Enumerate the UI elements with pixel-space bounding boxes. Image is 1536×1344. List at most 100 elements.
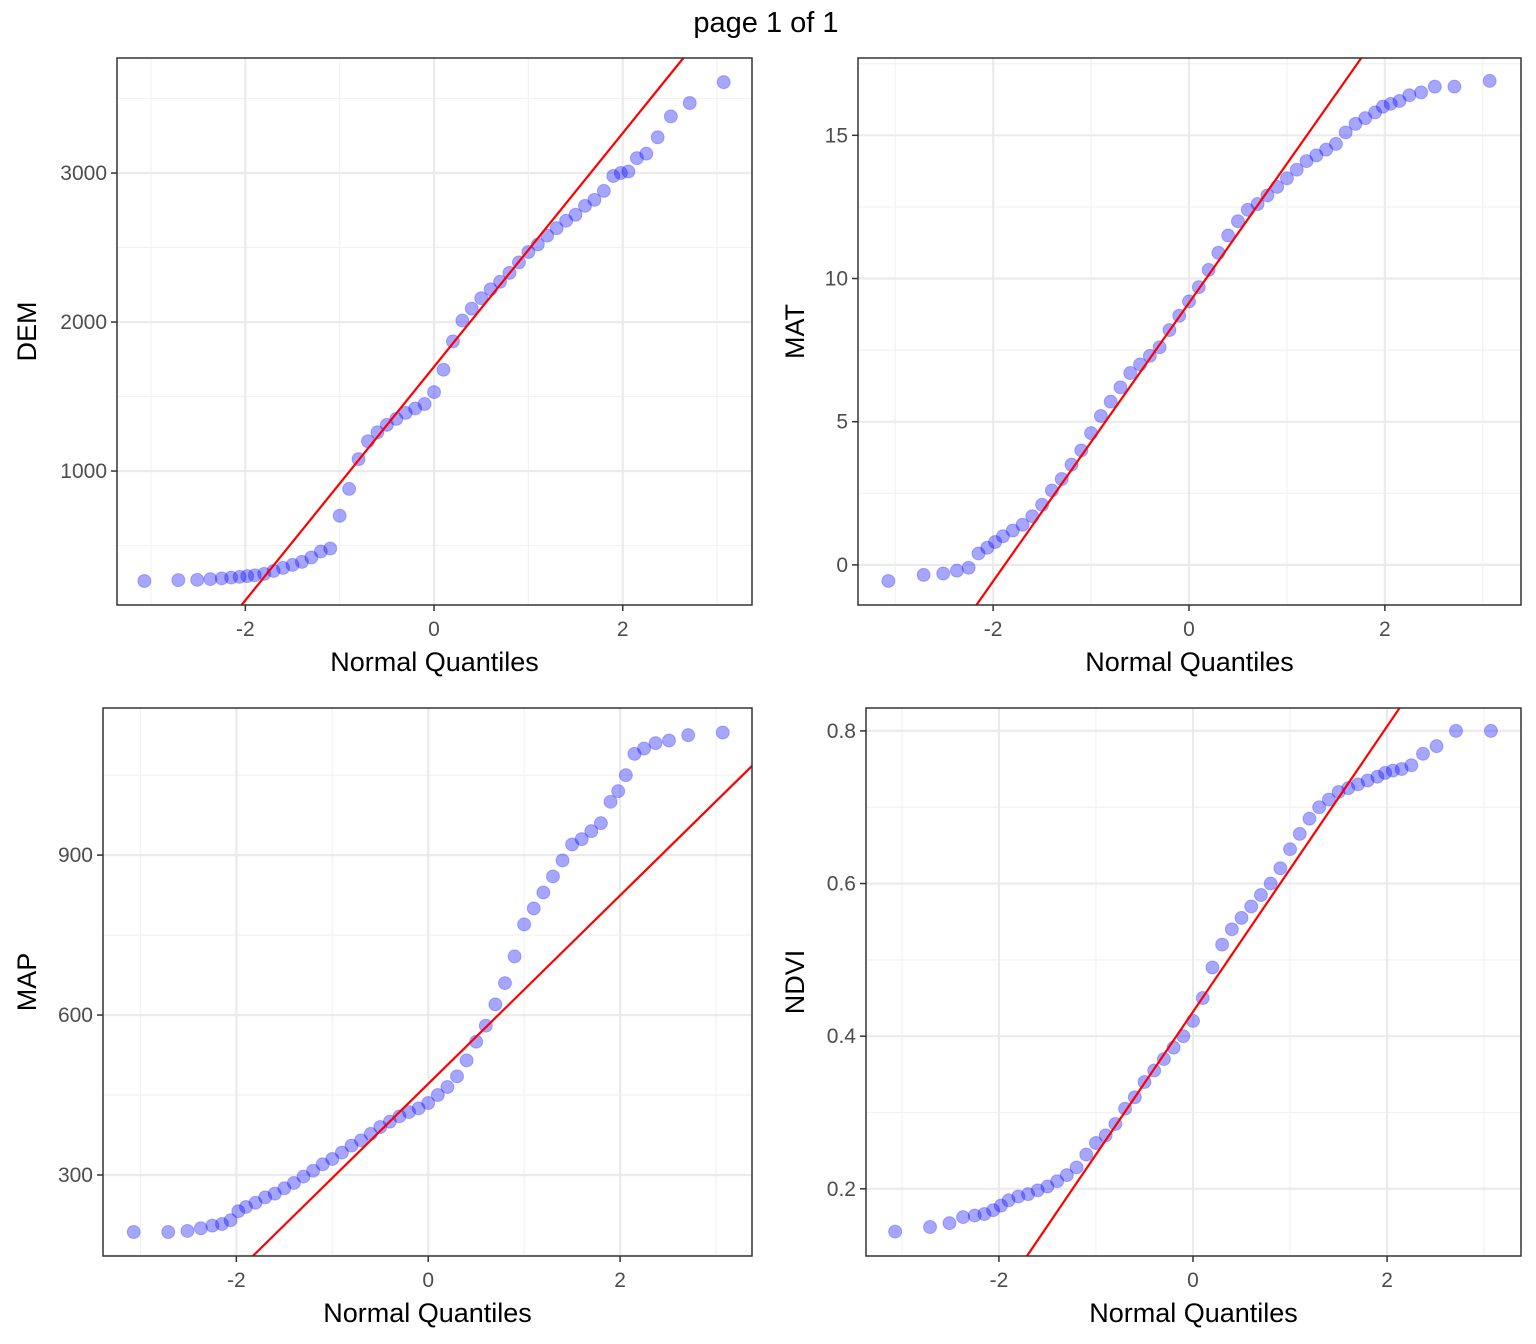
data-point — [621, 164, 636, 179]
x-tick-label: 2 — [1379, 618, 1391, 641]
data-point — [1447, 79, 1462, 94]
data-point — [1483, 723, 1498, 738]
data-point — [1050, 1174, 1065, 1189]
data-point — [258, 1190, 273, 1205]
y-axis-title: MAP — [12, 953, 42, 1012]
data-point — [977, 1207, 992, 1222]
data-point — [224, 570, 239, 585]
data-point — [1392, 93, 1407, 108]
x-tick-label: -2 — [236, 618, 255, 641]
data-point — [1312, 800, 1327, 815]
data-point — [1404, 758, 1419, 773]
data-point — [171, 573, 186, 588]
data-point — [497, 976, 512, 991]
data-point — [398, 405, 413, 420]
data-point — [980, 540, 995, 555]
data-point — [1319, 142, 1334, 157]
data-point — [1273, 861, 1288, 876]
data-point — [1005, 523, 1020, 538]
qq-panel-ndvi: -2 0 2 0.2 0.4 0.6 0.8 Normal Quantiles NDVI — [780, 707, 1522, 1328]
data-point — [161, 1225, 176, 1240]
data-point — [190, 572, 205, 587]
data-point — [545, 869, 560, 884]
data-point — [1427, 79, 1442, 94]
data-point — [716, 75, 731, 90]
y-tick-label: 0.6 — [827, 873, 856, 896]
points-group — [137, 75, 731, 589]
data-point — [1113, 380, 1128, 395]
data-point — [577, 198, 592, 213]
data-point — [971, 546, 986, 561]
data-point — [231, 1204, 246, 1219]
data-point — [408, 401, 423, 416]
data-point — [1414, 85, 1429, 100]
data-point — [1260, 188, 1275, 203]
x-tick-label: 0 — [1187, 1269, 1199, 1292]
data-point — [507, 949, 522, 964]
x-axis-title: Normal Quantiles — [323, 1298, 532, 1328]
y-tick-label: 900 — [58, 844, 93, 867]
data-point — [296, 1169, 311, 1184]
page-title: page 1 of 1 — [693, 7, 838, 39]
y-tick-label: 3000 — [60, 162, 107, 185]
data-point — [214, 1217, 229, 1232]
data-point — [650, 130, 665, 145]
data-point — [1385, 763, 1400, 778]
panel-border — [116, 57, 753, 606]
data-point — [1015, 517, 1030, 532]
data-point — [611, 784, 626, 799]
data-point — [285, 557, 300, 572]
data-point — [440, 1080, 455, 1095]
data-point — [1253, 887, 1268, 902]
reference-line — [1026, 707, 1401, 1257]
data-point — [1378, 765, 1393, 780]
qq-panel-map: -2 0 2 300 600 900 Normal Quantiles MAP — [12, 707, 753, 1328]
data-point — [392, 1109, 407, 1124]
data-point — [888, 1224, 903, 1239]
data-point — [936, 566, 951, 581]
data-point — [956, 1210, 971, 1225]
points-group — [126, 725, 730, 1240]
data-point — [315, 1157, 330, 1172]
data-point — [565, 837, 580, 852]
x-axis-title: Normal Quantiles — [330, 647, 539, 677]
data-point — [923, 1219, 938, 1234]
y-axis-title: DEM — [12, 302, 42, 362]
data-point — [961, 560, 976, 575]
data-point — [344, 1138, 359, 1153]
data-point — [526, 901, 541, 916]
y-axis-title: NDVI — [780, 950, 810, 1015]
data-point — [1103, 394, 1118, 409]
data-point — [1383, 96, 1398, 111]
points-group — [888, 723, 1498, 1239]
data-point — [1263, 876, 1278, 891]
data-point — [663, 109, 678, 124]
data-point — [629, 151, 644, 166]
data-point — [596, 183, 611, 198]
data-point — [1448, 723, 1463, 738]
reference-line — [252, 765, 753, 1257]
data-point — [1358, 111, 1373, 126]
x-tick-label: 2 — [614, 1269, 626, 1292]
data-point — [603, 794, 618, 809]
y-tick-label: 0 — [836, 554, 848, 577]
data-point — [203, 572, 218, 587]
x-tick-label: 0 — [1183, 618, 1195, 641]
data-point — [267, 1186, 282, 1201]
data-point — [1368, 105, 1383, 120]
data-point — [306, 1163, 321, 1178]
y-tick-label: 0.8 — [827, 720, 856, 743]
data-point — [517, 917, 532, 932]
data-point — [205, 1218, 220, 1233]
data-point — [1429, 739, 1444, 754]
data-point — [606, 169, 621, 184]
data-point — [648, 736, 663, 751]
y-tick-label: 5 — [836, 411, 848, 434]
data-point — [988, 534, 1003, 549]
data-point — [681, 728, 696, 743]
data-point — [1093, 408, 1108, 423]
x-axis-title: Normal Quantiles — [1089, 1298, 1298, 1328]
data-point — [1234, 910, 1249, 925]
data-point — [627, 746, 642, 761]
